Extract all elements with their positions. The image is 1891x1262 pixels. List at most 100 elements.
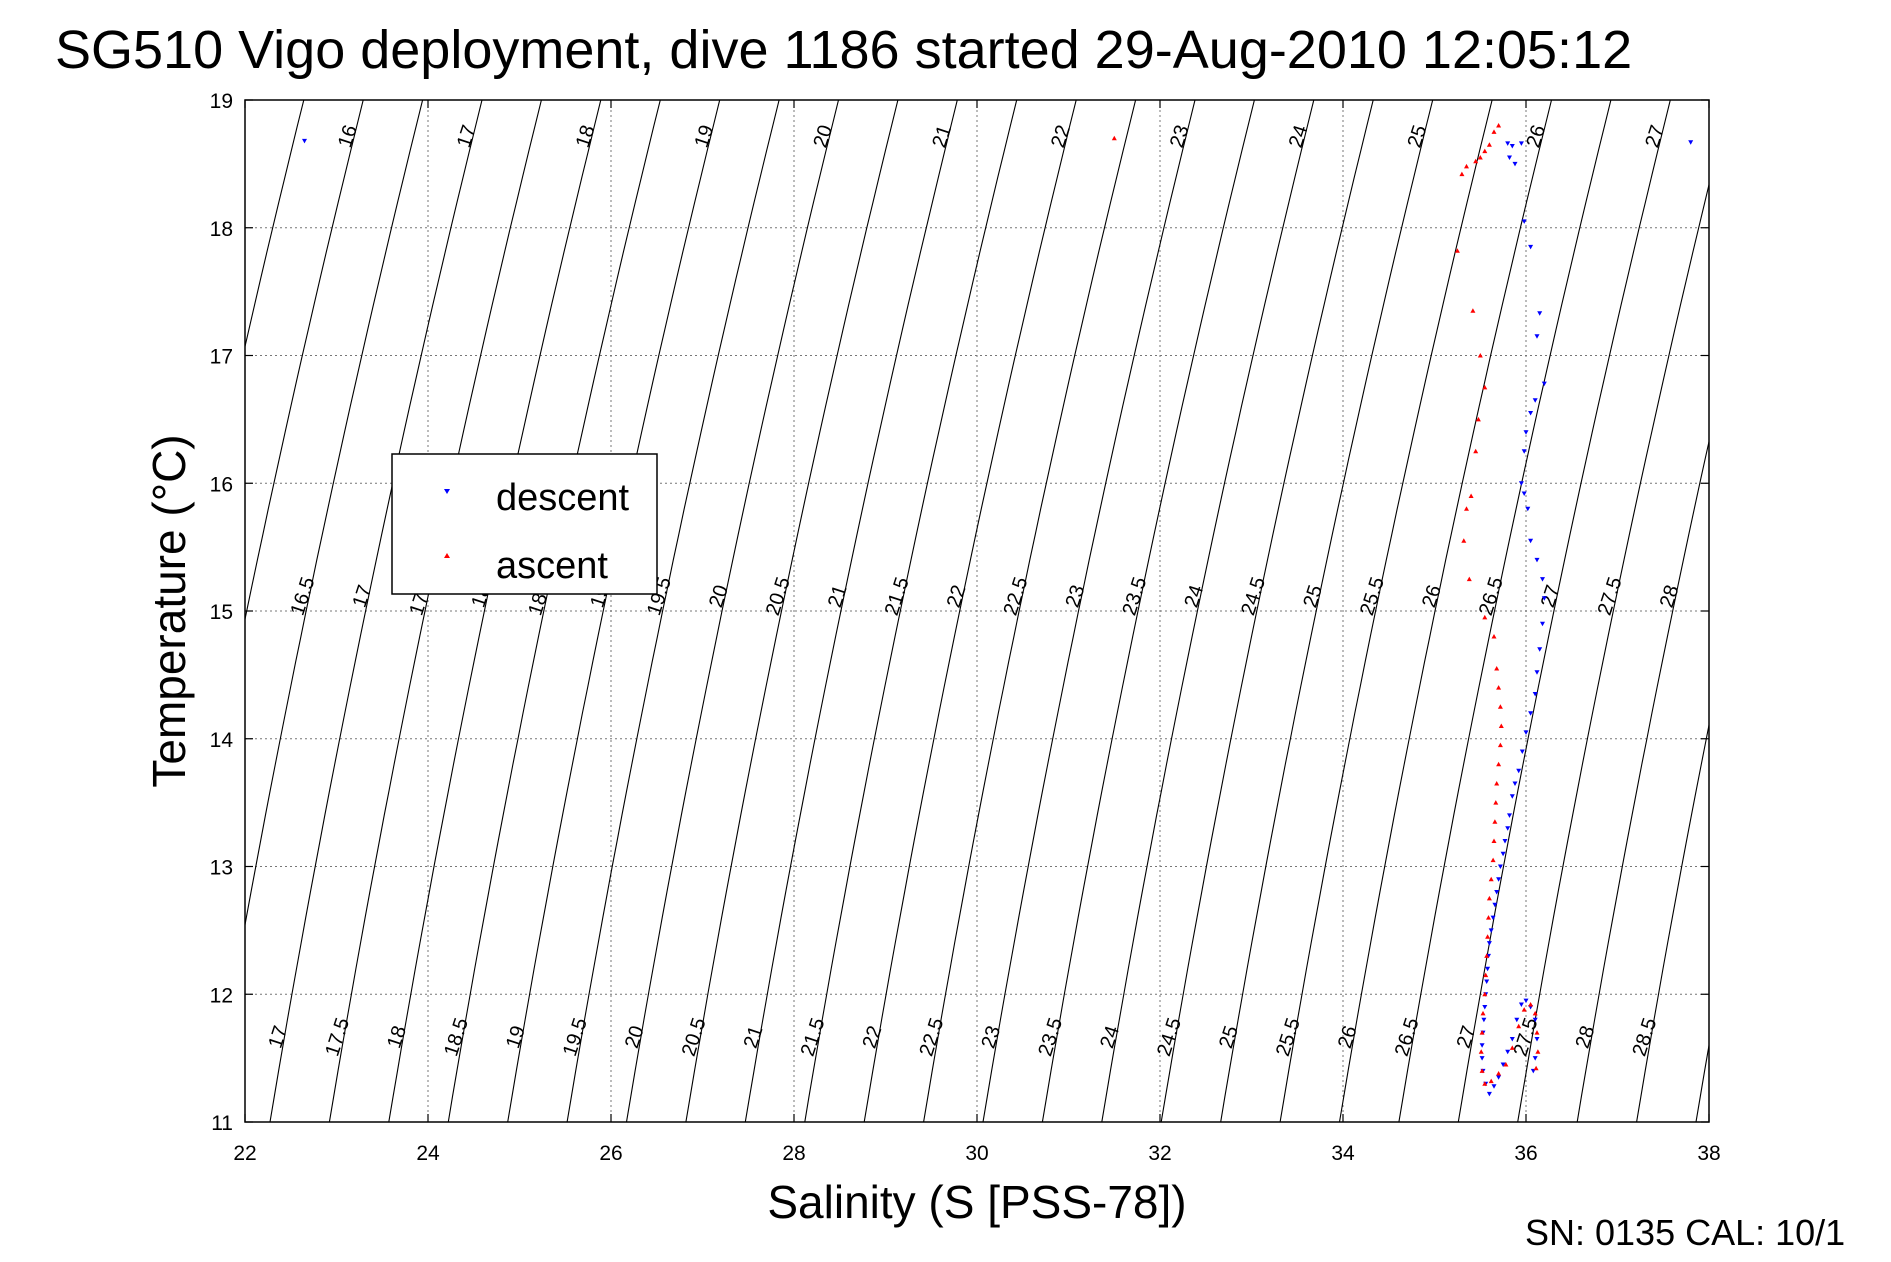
x-tick-label: 36	[1514, 1142, 1537, 1165]
ascent-point	[1485, 934, 1491, 939]
ascent-point	[1468, 493, 1474, 498]
y-tick-label: 11	[211, 1112, 233, 1135]
ascent-point	[1533, 1065, 1539, 1071]
descent-point	[1532, 1056, 1538, 1061]
legend-box	[391, 453, 658, 595]
descent-point	[1485, 966, 1491, 972]
descent-point	[1532, 1017, 1538, 1023]
ascent-point	[1491, 838, 1497, 843]
descent-point	[1534, 1037, 1540, 1042]
ascent-point	[1484, 953, 1490, 958]
descent-point	[302, 138, 307, 144]
chart-title: SG510 Vigo deployment, dive 1186 started…	[55, 20, 1632, 80]
descent-point	[1534, 670, 1540, 675]
descent-point	[1528, 538, 1534, 544]
descent-point	[1537, 311, 1543, 316]
sigma-contour	[447, 100, 661, 1122]
descent-point	[1523, 430, 1529, 435]
x-tick-label: 30	[965, 1142, 988, 1165]
ascent-point	[1494, 781, 1500, 786]
ascent-point	[1496, 685, 1502, 690]
ascent-point	[1497, 704, 1503, 709]
descent-point	[1534, 334, 1540, 339]
sigma-contour	[923, 100, 1137, 1122]
descent-point	[1486, 1091, 1492, 1097]
legend-ascent-marker	[444, 553, 450, 558]
ascent-point	[1473, 448, 1479, 454]
ascent-point	[1494, 666, 1500, 671]
ascent-point	[1496, 123, 1502, 128]
axis-ticks: 22 24 26 28 30 32 34 36 38 11 12 13 14 15 16 17 18 19	[210, 90, 1721, 1165]
ascent-point	[1521, 1007, 1527, 1012]
ascent-point	[1483, 972, 1489, 978]
descent-point	[1532, 692, 1538, 697]
descent-point	[1521, 219, 1527, 224]
sigma-contour	[1695, 1042, 1709, 1122]
sigma-contour	[1338, 100, 1553, 1122]
descent-point	[1541, 596, 1547, 601]
ascent-point	[1478, 1049, 1484, 1054]
sigma-contour	[388, 100, 602, 1122]
descent-point	[1505, 1049, 1511, 1055]
descent-point	[1484, 979, 1490, 984]
descent-point	[1534, 557, 1540, 563]
ascent-point	[1486, 142, 1492, 147]
sigma-contour	[863, 100, 1077, 1122]
descent-point	[1528, 411, 1534, 416]
descent-point	[1519, 749, 1525, 754]
descent-point	[1509, 144, 1515, 149]
descent-point	[1521, 449, 1527, 454]
sigma-contour	[744, 100, 958, 1122]
ascent-point	[1482, 1081, 1488, 1086]
legend-descent-label: descent	[496, 477, 630, 519]
ascent-point	[1490, 857, 1496, 863]
descent-point	[1496, 877, 1502, 882]
descent-point	[1509, 794, 1515, 799]
sigma-contour	[1576, 439, 1709, 1122]
descent-point	[1500, 851, 1506, 857]
descent-point	[1479, 1043, 1485, 1048]
ascent-point	[1480, 1010, 1486, 1016]
sigma-contour	[1815, 100, 1891, 1122]
sigma-contour	[1517, 182, 1709, 1122]
x-tick-label: 28	[782, 1142, 805, 1165]
descent-point	[1488, 928, 1494, 933]
sigma-contour	[804, 100, 1018, 1122]
descent-point	[1502, 839, 1508, 844]
sigma-contour	[269, 100, 483, 1122]
descent-point	[1521, 491, 1527, 496]
descent-point	[1479, 1056, 1485, 1061]
descent-point	[1523, 998, 1529, 1004]
sigma-contour	[328, 100, 542, 1122]
ascent-point	[1496, 761, 1502, 767]
legend-ascent-label: ascent	[496, 545, 608, 587]
y-axis-label: Temperature (°C)	[143, 434, 195, 787]
data-points	[302, 123, 1694, 1097]
descent-point	[1507, 155, 1512, 160]
ascent-point	[1516, 1023, 1522, 1029]
descent-point	[1532, 398, 1538, 403]
ascent-point	[1479, 1030, 1485, 1035]
sigma-contour	[566, 100, 780, 1122]
descent-point	[1514, 1017, 1520, 1023]
y-tick-label: 16	[210, 473, 233, 496]
descent-point	[1688, 140, 1694, 145]
sigma-contour	[685, 100, 899, 1122]
ascent-point	[1473, 158, 1479, 164]
ascent-point	[1509, 1045, 1515, 1050]
sigma-contour	[1101, 100, 1315, 1122]
x-tick-label: 32	[1148, 1142, 1171, 1165]
ascent-point	[1482, 148, 1488, 154]
descent-point	[1525, 506, 1531, 512]
sigma-contour	[1457, 100, 1671, 1122]
descent-point	[1492, 902, 1498, 908]
descent-point	[1518, 1002, 1524, 1007]
ascent-point	[1482, 384, 1488, 390]
sigma-contour	[507, 100, 721, 1122]
x-tick-label: 24	[416, 1142, 440, 1165]
grid-lines	[245, 100, 1709, 1122]
ascent-point	[1496, 1071, 1502, 1076]
x-tick-label: 22	[233, 1142, 256, 1165]
